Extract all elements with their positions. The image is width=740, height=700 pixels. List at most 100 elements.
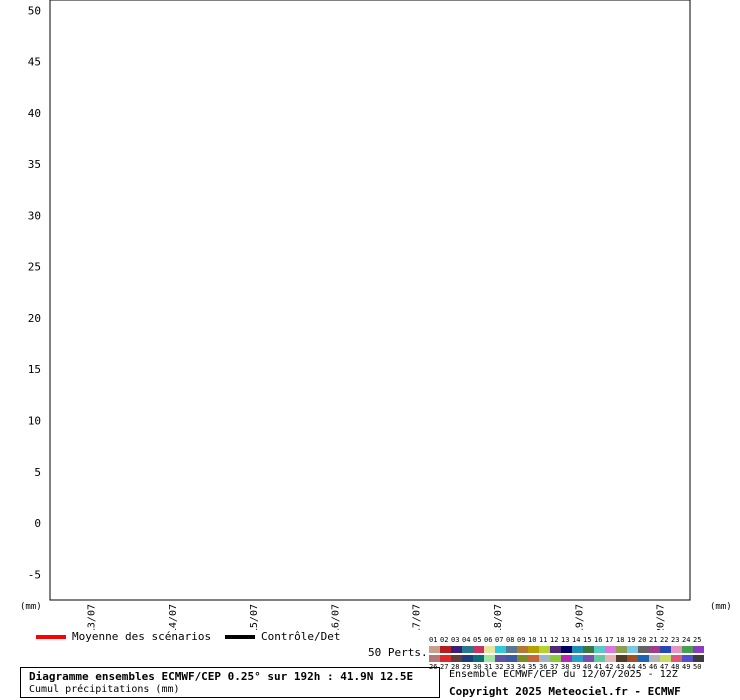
swatch-number-48: 48 <box>671 663 680 671</box>
swatch-color-37 <box>550 655 561 662</box>
x-tick-label: 19/07 <box>574 604 585 630</box>
swatch-color-22 <box>660 646 671 653</box>
swatch-number-35: 35 <box>528 663 537 671</box>
swatch-color-07 <box>495 646 506 653</box>
y-tick-label: 25 <box>28 261 41 274</box>
swatch-color-17 <box>605 646 616 653</box>
swatch-number-24: 24 <box>682 636 691 644</box>
swatch-color-50 <box>693 655 704 662</box>
legend-mean: Moyenne des scénarios <box>36 630 211 643</box>
swatch-color-27 <box>440 655 451 662</box>
swatch-number-29: 29 <box>462 663 471 671</box>
swatch-color-33 <box>506 655 517 662</box>
swatch-number-46: 46 <box>649 663 658 671</box>
swatch-number-28: 28 <box>451 663 460 671</box>
x-tick-label: 17/07 <box>412 604 423 630</box>
swatch-number-18: 18 <box>616 636 625 644</box>
swatch-number-08: 08 <box>506 636 515 644</box>
swatch-number-04: 04 <box>462 636 471 644</box>
swatch-number-12: 12 <box>550 636 559 644</box>
swatch-number-42: 42 <box>605 663 614 671</box>
swatch-number-06: 06 <box>484 636 493 644</box>
chart-subtitle: Cumul précipitations (mm) <box>29 684 180 695</box>
swatch-number-16: 16 <box>594 636 603 644</box>
member-swatches: 01 02 03 04 05 06 07 08 09 10 11 12 13 14 15 16 17 18 19 20… <box>429 636 705 672</box>
swatch-number-01: 01 <box>429 636 438 644</box>
swatch-color-25 <box>693 646 704 653</box>
x-tick-label: 16/07 <box>330 604 341 630</box>
swatch-color-39 <box>572 655 583 662</box>
y-axis-unit-left: (mm) <box>20 602 42 612</box>
swatch-number-02: 02 <box>440 636 449 644</box>
swatch-color-46 <box>649 655 660 662</box>
swatch-number-30: 30 <box>473 663 482 671</box>
y-tick-label: 5 <box>34 466 41 479</box>
y-tick-label: 45 <box>28 56 41 69</box>
swatch-color-21 <box>649 646 660 653</box>
swatch-number-36: 36 <box>539 663 548 671</box>
legend-mean-label: Moyenne des scénarios <box>72 630 212 643</box>
swatch-color-42 <box>605 655 616 662</box>
swatch-number-10: 10 <box>528 636 537 644</box>
swatch-colors-row-2 <box>429 654 705 663</box>
swatch-color-32 <box>495 655 506 662</box>
chart-axes: -5 0 5 10 15 20 25 30 35 40 45 50 13/07 14/07 15/07 16/… <box>20 0 732 630</box>
swatch-numbers-row-2: 26 27 28 29 30 31 32 33 34 35 36 37 38 39 40 41 42 43 44 45… <box>429 663 705 672</box>
swatch-number-03: 03 <box>451 636 460 644</box>
swatch-number-47: 47 <box>660 663 669 671</box>
swatch-color-20 <box>638 646 649 653</box>
swatch-color-16 <box>594 646 605 653</box>
swatch-numbers-row-1: 01 02 03 04 05 06 07 08 09 10 11 12 13 14 15 16 17 18 19 20… <box>429 636 705 645</box>
swatch-color-19 <box>627 646 638 653</box>
swatch-number-17: 17 <box>605 636 614 644</box>
swatch-number-34: 34 <box>517 663 526 671</box>
swatch-number-43: 43 <box>616 663 625 671</box>
swatch-number-19: 19 <box>627 636 636 644</box>
swatch-number-11: 11 <box>539 636 548 644</box>
swatch-colors-row-1 <box>429 645 705 654</box>
swatch-color-28 <box>451 655 462 662</box>
swatch-number-25: 25 <box>693 636 702 644</box>
swatch-color-41 <box>594 655 605 662</box>
swatch-number-15: 15 <box>583 636 592 644</box>
swatch-color-11 <box>539 646 550 653</box>
perturbations-label: 50 Perts. <box>368 646 428 659</box>
title-box: Diagramme ensembles ECMWF/CEP 0.25° sur … <box>20 667 440 698</box>
swatch-color-02 <box>440 646 451 653</box>
y-tick-label: 35 <box>28 158 41 171</box>
plot-frame <box>49 0 691 601</box>
chart-title: Diagramme ensembles ECMWF/CEP 0.25° sur … <box>29 670 414 683</box>
swatch-number-45: 45 <box>638 663 647 671</box>
swatch-color-31 <box>484 655 495 662</box>
legend-control: Contrôle/Det <box>225 630 340 643</box>
swatch-color-30 <box>473 655 484 662</box>
swatch-number-27: 27 <box>440 663 449 671</box>
swatch-color-13 <box>561 646 572 653</box>
swatch-color-06 <box>484 646 495 653</box>
swatch-color-36 <box>539 655 550 662</box>
swatch-color-40 <box>583 655 594 662</box>
swatch-color-44 <box>627 655 638 662</box>
swatch-color-43 <box>616 655 627 662</box>
swatch-color-10 <box>528 646 539 653</box>
y-tick-label: 30 <box>28 209 41 222</box>
swatch-number-05: 05 <box>473 636 482 644</box>
swatch-number-44: 44 <box>627 663 636 671</box>
swatch-color-14 <box>572 646 583 653</box>
swatch-number-33: 33 <box>506 663 515 671</box>
y-tick-label: 15 <box>28 363 41 376</box>
swatch-number-20: 20 <box>638 636 647 644</box>
swatch-number-21: 21 <box>649 636 658 644</box>
swatch-color-49 <box>682 655 693 662</box>
x-tick-label: 18/07 <box>493 604 504 630</box>
y-tick-label: 50 <box>28 4 41 17</box>
legend-control-swatch <box>225 635 255 639</box>
swatch-number-38: 38 <box>561 663 570 671</box>
swatch-number-50: 50 <box>693 663 702 671</box>
swatch-color-18 <box>616 646 627 653</box>
swatch-color-03 <box>451 646 462 653</box>
swatch-color-23 <box>671 646 682 653</box>
swatch-color-05 <box>473 646 484 653</box>
swatch-color-15 <box>583 646 594 653</box>
swatch-number-07: 07 <box>495 636 504 644</box>
